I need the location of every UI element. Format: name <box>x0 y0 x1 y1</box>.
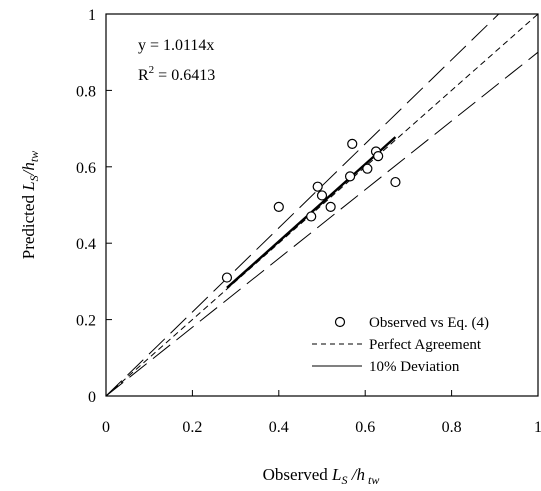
y-tick-label: 1 <box>88 7 96 24</box>
x-title-sub1: S <box>342 473 348 487</box>
data-point <box>362 163 373 174</box>
x-tick-label: 0.4 <box>269 419 289 436</box>
legend-label-observed: Observed vs Eq. (4) <box>369 315 489 331</box>
x-tick-label: 1 <box>534 419 541 436</box>
r2-prefix: R <box>138 67 149 84</box>
y-title-prefix: Predicted <box>19 191 38 259</box>
axis-ticks: 0 0.2 0.4 0.6 0.8 1 0 0.2 0.4 0.6 0.8 1 <box>76 7 541 436</box>
data-point <box>221 272 233 283</box>
y-title-sub2: tw <box>27 151 41 162</box>
r2-superscript: 2 <box>149 64 155 76</box>
x-tick-label: 0 <box>102 419 110 436</box>
data-point <box>312 181 323 192</box>
reference-line-3 <box>106 51 538 396</box>
x-tick-label: 0.6 <box>355 419 375 436</box>
x-axis-title: Observed LS /h tw <box>263 465 380 487</box>
y-tick-label: 0.4 <box>76 236 96 253</box>
x-tick-label: 0.2 <box>182 419 202 436</box>
x-title-sub2: tw <box>365 473 379 487</box>
data-point <box>325 201 336 213</box>
y-title-mid: /h <box>19 162 38 176</box>
x-tick-label: 0.8 <box>442 419 462 436</box>
plot-frame-group <box>105 13 539 397</box>
scatter-points <box>221 138 401 283</box>
y-tick-label: 0.8 <box>76 83 96 100</box>
data-point <box>344 171 356 182</box>
data-point <box>306 211 317 222</box>
data-point <box>347 138 358 149</box>
regression-equation: y = 1.0114x <box>138 37 214 54</box>
data-point <box>273 201 284 213</box>
reference-line-1 <box>106 14 538 396</box>
x-title-prefix: Observed <box>263 465 332 484</box>
data-point <box>390 176 401 188</box>
r-squared-annotation: R2 = 0.6413 <box>138 64 215 84</box>
plot-frame <box>105 13 539 397</box>
x-title-var: L <box>331 465 341 484</box>
y-title-sub1: S <box>27 175 41 181</box>
legend-symbol-circle <box>334 316 346 328</box>
y-axis-title: Predicted LS/htw <box>19 151 41 260</box>
data-point <box>373 151 384 162</box>
y-tick-label: 0.2 <box>76 313 96 330</box>
legend: Observed vs Eq. (4) Perfect Agreement 10… <box>312 315 489 375</box>
y-tick-label: 0 <box>88 389 96 406</box>
data-point <box>316 190 328 201</box>
legend-label-perfect: Perfect Agreement <box>369 337 482 353</box>
y-tick-label: 0.6 <box>76 160 96 177</box>
legend-label-deviation: 10% Deviation <box>369 359 460 375</box>
y-title-var: L <box>19 181 38 191</box>
r2-suffix: = 0.6413 <box>154 67 215 84</box>
x-title-mid: /h <box>348 465 365 484</box>
